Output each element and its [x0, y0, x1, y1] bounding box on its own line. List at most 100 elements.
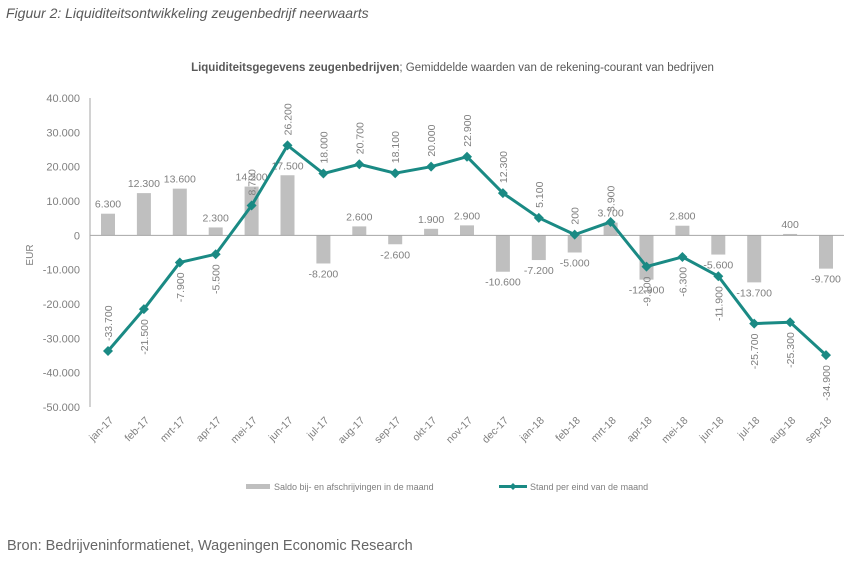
line-marker — [749, 318, 760, 329]
line-labels: -33.700 -21.500 -7.900 -5.500 8.700 26.200 18.… — [103, 103, 833, 401]
line-marker — [138, 304, 149, 315]
x-tick-label: apr-18 — [625, 415, 655, 445]
bar-data-label: 2.800 — [669, 211, 695, 223]
line-marker — [713, 271, 724, 282]
y-tick-label: -40.000 — [43, 368, 80, 380]
x-tick-label: mei-17 — [229, 415, 260, 446]
x-tick-label: mei-18 — [659, 415, 690, 446]
x-tick-label: jun-17 — [266, 415, 296, 445]
x-tick-label: aug-17 — [336, 415, 368, 447]
bar — [280, 175, 295, 236]
legend-line-marker — [509, 483, 517, 490]
x-tick-label: dec-17 — [480, 415, 511, 446]
bar-data-label: -7.200 — [524, 265, 554, 277]
line-data-label: -25.300 — [785, 332, 797, 368]
line-data-label: 18.100 — [390, 131, 402, 163]
x-tick-label: nov-17 — [444, 415, 475, 446]
x-tick-label: mrt-17 — [158, 415, 188, 445]
line-data-label: 26.200 — [283, 103, 295, 135]
bar-data-label: -10.600 — [485, 277, 521, 289]
line-marker — [641, 261, 652, 272]
bar-data-label: 2.900 — [454, 210, 480, 222]
chart-title: Liquiditeitsgegevens zeugenbedrijven; Ge… — [0, 62, 845, 74]
line-marker — [569, 229, 580, 240]
line-series — [103, 140, 831, 361]
x-tick-label: okt-17 — [410, 415, 439, 444]
line-marker — [246, 200, 257, 211]
y-tick-label: 10.000 — [46, 196, 80, 208]
bar — [675, 225, 690, 236]
legend: Saldo bij- en afschrijvingen in de maand… — [246, 482, 648, 492]
line-marker — [282, 140, 293, 151]
bar-data-label: -9.700 — [811, 274, 841, 286]
line-data-label: -21.500 — [139, 319, 151, 355]
x-tick-label: aug-18 — [767, 415, 799, 447]
line-marker — [462, 151, 472, 162]
line-data-label: -33.700 — [103, 305, 115, 341]
y-tick-label: 30.000 — [46, 127, 80, 139]
x-tick-label: sep-18 — [803, 415, 834, 446]
line-data-label: -34.900 — [821, 365, 833, 401]
line-data-label: -5.500 — [211, 264, 223, 294]
line-marker — [821, 350, 831, 361]
line-data-label: 5.100 — [534, 181, 546, 207]
bar-data-label: -2.600 — [380, 249, 410, 261]
line-data-label: 20.700 — [354, 122, 366, 154]
line-data-label: -9.100 — [642, 276, 654, 306]
bar — [101, 213, 115, 236]
line-marker — [390, 168, 401, 179]
line-marker — [533, 212, 544, 223]
line-data-label: 3.900 — [606, 186, 618, 212]
y-tick-label: -30.000 — [43, 333, 80, 345]
bar — [172, 188, 187, 236]
x-tick-label: sep-17 — [372, 415, 403, 446]
y-tick-label: -20.000 — [43, 299, 80, 311]
bar-data-label: -5.000 — [560, 258, 590, 270]
x-tick-label: jul-18 — [735, 415, 762, 442]
y-axis-title: EUR — [25, 244, 36, 265]
x-tick-label: jan-17 — [86, 415, 116, 445]
bar-data-label: 14.200 — [236, 172, 268, 184]
bar-data-label: 400 — [781, 219, 799, 231]
legend-line-label: Stand per eind van de maand — [530, 482, 648, 492]
bar — [136, 193, 151, 236]
bar — [208, 227, 223, 236]
line-data-label: -11.900 — [713, 286, 725, 321]
bar-data-label: 3.700 — [597, 208, 623, 220]
bar — [567, 235, 582, 253]
bar-data-label: 13.600 — [164, 174, 196, 186]
line-data-label: 12.300 — [498, 151, 510, 183]
figure-source: Bron: Bedrijveninformatienet, Wageningen… — [7, 538, 413, 554]
y-tick-label: 20.000 — [46, 162, 80, 174]
bar — [495, 235, 510, 272]
line-marker — [605, 216, 616, 227]
bar-data-label: 17.500 — [271, 160, 303, 172]
bar — [388, 235, 403, 245]
bar-data-label: -12.900 — [629, 285, 665, 297]
bar-data-label: 12.300 — [128, 178, 160, 190]
bar — [460, 225, 474, 236]
line-data-label: 200 — [570, 207, 582, 225]
line-data-label: 22.900 — [462, 114, 474, 146]
line-marker — [785, 317, 796, 328]
y-tick-label: -50.000 — [43, 402, 80, 414]
bar — [783, 233, 798, 236]
bar — [531, 235, 546, 261]
line-marker — [497, 188, 508, 199]
x-tick-label: feb-17 — [122, 415, 152, 445]
x-tick-label: feb-18 — [553, 415, 583, 445]
x-tick-label: jul-17 — [304, 415, 331, 442]
line-marker — [318, 168, 329, 179]
line-marker — [354, 159, 365, 170]
bar-data-label: 2.600 — [346, 211, 372, 223]
legend-bar-label: Saldo bij- en afschrijvingen in de maand — [274, 482, 434, 492]
chart-title-rest: ; Gemiddelde waarden van de rekening-cou… — [399, 62, 714, 74]
y-tick-label: 0 — [74, 230, 80, 242]
bar-data-label: 2.300 — [203, 212, 229, 224]
bar-data-label: -8.200 — [309, 268, 339, 280]
x-tick-label: jan-18 — [517, 415, 547, 445]
bar — [352, 226, 367, 236]
bar-data-label: 6.300 — [95, 199, 121, 211]
x-tick-label: apr-17 — [194, 415, 224, 445]
